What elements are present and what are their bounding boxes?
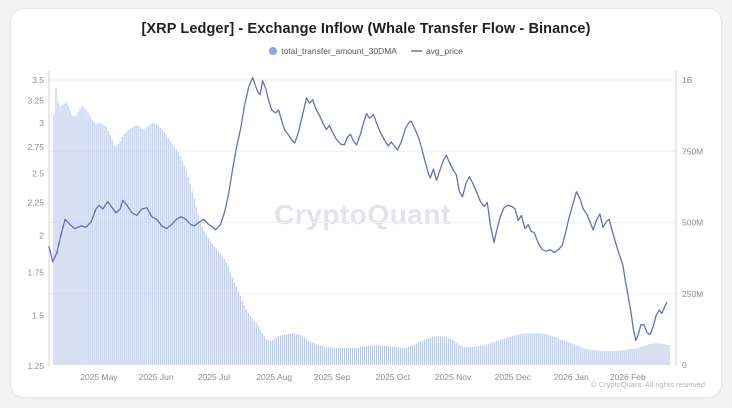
legend-dash-icon [410, 50, 422, 52]
y-axis-tick-label-left: 3 [39, 118, 44, 128]
legend-dot-icon [269, 47, 278, 55]
y-axis-tick-label-right: 500M [682, 218, 703, 228]
legend-label-avg-price: avg_price [425, 46, 463, 56]
x-axis-tick-label: 2025 Aug [256, 372, 292, 382]
x-axis-tick-label: 2025 Dec [495, 372, 532, 382]
x-axis-tick-label: 2025 Jul [198, 372, 230, 382]
y-axis-tick-label-left: 2 [39, 230, 44, 240]
y-axis-tick-label-left: 1.75 [27, 268, 44, 278]
y-axis-tick-label-right: 750M [682, 146, 703, 156]
y-axis-tick-label-right: 1B [682, 75, 693, 85]
chart-canvas: 3.5 3.25 3 2.75 2.5 2.25 2 1.75 1.5 1.25 1B 750M 500… [27, 71, 703, 382]
y-axis-tick-label-left: 2.25 [27, 198, 44, 208]
x-axis-tick-label: 2025 Jun [139, 372, 174, 382]
chart-card: [XRP Ledger] - Exchange Inflow (Whale Tr… [10, 8, 722, 398]
legend-item-transfer-amount[interactable]: total_transfer_amount_30DMA [269, 46, 397, 56]
chart-legend: total_transfer_amount_30DMA avg_price [11, 46, 721, 56]
legend-item-avg-price[interactable]: avg_price [410, 46, 463, 56]
bars-series-total-transfer-amount [53, 88, 670, 365]
chart-title: [XRP Ledger] - Exchange Inflow (Whale Tr… [141, 21, 591, 37]
y-axis-tick-label-left: 3.25 [27, 96, 44, 106]
x-axis-tick-label: 2025 May [80, 372, 118, 382]
legend-label-transfer-amount: total_transfer_amount_30DMA [281, 46, 397, 56]
y-axis-tick-label-left: 3.5 [32, 75, 44, 85]
x-axis-tick-label: 2025 Nov [435, 372, 472, 382]
y-axis-tick-label-right: 0 [682, 360, 687, 370]
x-axis-tick-label: 2026 Jan [554, 372, 589, 382]
y-axis-tick-label-left: 1.25 [27, 361, 44, 371]
copyright-text: © CryptoQuant. All rights reserved [591, 380, 705, 389]
y-axis-tick-label-left: 1.5 [32, 310, 44, 320]
x-axis-tick-label: 2026 Feb [610, 372, 646, 382]
y-axis-tick-label-left: 2.5 [32, 169, 44, 179]
x-axis-tick-label: 2025 Sep [314, 372, 351, 382]
price-line-series-avg-price [48, 76, 668, 342]
y-axis-tick-label-right: 250M [682, 289, 703, 299]
y-axis-tick-label-left: 2.75 [27, 142, 44, 152]
x-axis-tick-label: 2025 Oct [376, 372, 411, 382]
